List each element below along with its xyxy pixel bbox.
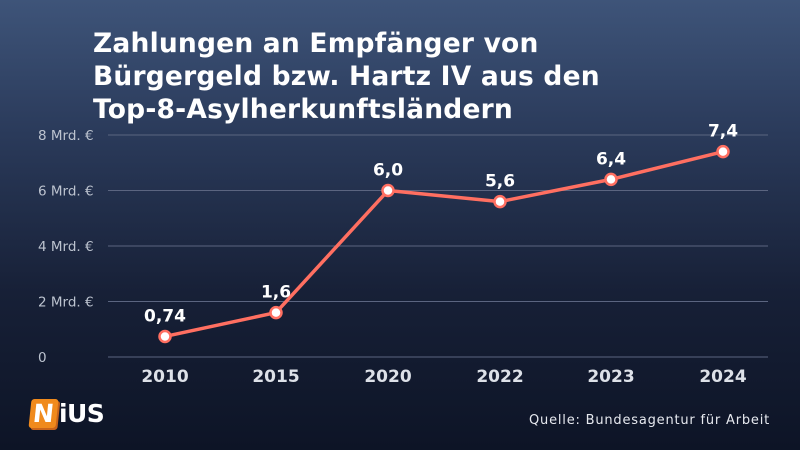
data-label: 7,4: [708, 122, 738, 142]
logo-letter: N: [28, 398, 59, 428]
y-tick-label: 0: [38, 350, 47, 366]
y-tick-label: 2 Mrd. €: [38, 295, 94, 311]
data-label: 6,4: [596, 149, 626, 169]
chart-title-line: Bürgergeld bzw. Hartz IV aus den: [93, 61, 600, 92]
x-tick-label: 2020: [364, 367, 411, 387]
nius-logo: N iUS: [28, 397, 105, 429]
data-label: 5,6: [485, 172, 515, 192]
data-point: [158, 329, 172, 344]
y-tick-label: 6 Mrd. €: [38, 184, 94, 200]
data-point: [604, 172, 618, 187]
logo-text: iUS: [58, 398, 105, 428]
x-tick-label: 2022: [476, 367, 523, 387]
data-point: [716, 144, 730, 159]
chart-title-line: Zahlungen an Empfänger von: [93, 28, 539, 59]
chart-title-line: Top-8-Asylherkunftsländern: [93, 94, 513, 125]
data-point: [493, 194, 507, 209]
x-tick-label: 2010: [141, 367, 188, 387]
series-line: [163, 149, 725, 339]
data-point: [381, 183, 395, 198]
y-tick-label: 4 Mrd. €: [38, 239, 94, 255]
chart-title: Zahlungen an Empfänger von Bürgergeld bz…: [93, 27, 693, 126]
x-tick-label: 2024: [699, 367, 746, 387]
source-note: Quelle: Bundesagentur für Arbeit: [529, 413, 770, 428]
x-tick-label: 2023: [587, 367, 634, 387]
x-tick-label: 2015: [252, 367, 299, 387]
data-label: 0,74: [144, 306, 186, 326]
y-tick-label: 8 Mrd. €: [38, 128, 94, 144]
data-label: 6,0: [373, 161, 403, 181]
data-label: 1,6: [261, 283, 291, 303]
data-point: [269, 305, 283, 320]
